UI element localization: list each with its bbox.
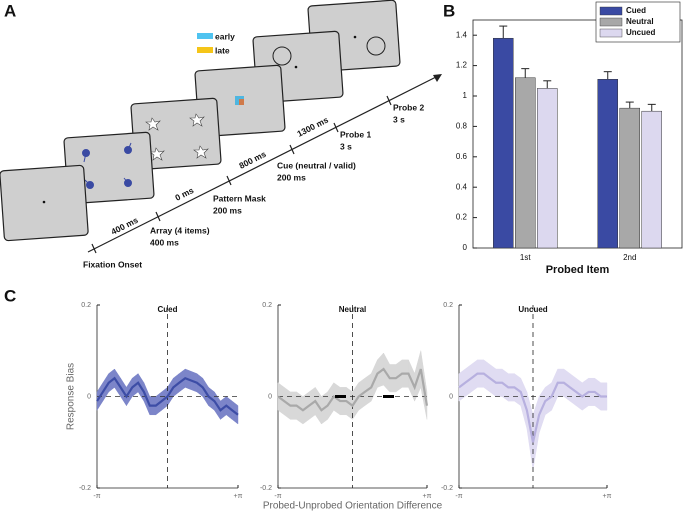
legend-label: early bbox=[215, 31, 235, 41]
panel-label: B bbox=[443, 1, 455, 20]
probe-icon bbox=[272, 46, 292, 66]
event-label: 200 ms bbox=[277, 172, 306, 182]
x-tick-label: +π bbox=[234, 493, 243, 500]
array-items bbox=[82, 142, 132, 189]
chart-title: Neutral bbox=[339, 305, 367, 314]
legend-swatch bbox=[599, 28, 623, 38]
event-label: 400 ms bbox=[150, 237, 179, 247]
line bbox=[277, 367, 429, 412]
cue-icon bbox=[239, 99, 244, 105]
panel-label: C bbox=[4, 286, 16, 305]
event-label: Cue (neutral / valid) bbox=[277, 160, 356, 170]
bar bbox=[641, 110, 662, 249]
y-tick-label: 0 bbox=[268, 393, 272, 400]
legend-swatch bbox=[599, 6, 623, 16]
event-label: Pattern Mask bbox=[213, 193, 266, 203]
y-tick-label: 0 bbox=[449, 393, 453, 400]
y-tick-label: 0.2 bbox=[262, 302, 272, 309]
legend-swatch bbox=[599, 17, 623, 27]
y-tick-label: 0 bbox=[87, 393, 91, 400]
y-tick-label: 0.8 bbox=[456, 122, 468, 131]
event-label: 3 s bbox=[393, 114, 405, 124]
event-label: Fixation Onset bbox=[83, 259, 142, 269]
event-label: Probe 1 bbox=[340, 129, 371, 139]
y-tick-label: 1 bbox=[463, 91, 468, 100]
y-tick-label: 0.2 bbox=[443, 302, 453, 309]
x-tick-label: +π bbox=[603, 493, 612, 500]
x-tick-label: 2nd bbox=[623, 253, 636, 262]
event-label: Probe 2 bbox=[393, 102, 424, 112]
bar bbox=[515, 77, 536, 249]
y-tick-label: -0.2 bbox=[441, 485, 453, 492]
y-tick-label: 0.6 bbox=[456, 152, 468, 161]
x-axis-label: Probed Item bbox=[546, 264, 610, 276]
timeline bbox=[87, 76, 437, 253]
bar bbox=[493, 37, 514, 249]
bar bbox=[619, 107, 640, 249]
y-tick-label: 0.2 bbox=[456, 213, 468, 222]
event-label: 3 s bbox=[340, 141, 352, 151]
legend-label: Uncued bbox=[626, 28, 655, 37]
y-tick-label: -0.2 bbox=[260, 485, 272, 492]
event-label: Array (4 items) bbox=[150, 225, 210, 235]
line bbox=[96, 376, 239, 416]
event-label: 200 ms bbox=[213, 205, 242, 215]
timeline-arrow bbox=[433, 74, 442, 82]
fixation-dot bbox=[353, 35, 357, 39]
y-tick-label: 1.4 bbox=[456, 30, 468, 39]
x-tick-label: -π bbox=[455, 493, 462, 500]
y-tick-label: 0.2 bbox=[81, 302, 91, 309]
x-tick-label: -π bbox=[93, 493, 100, 500]
legend-label: Neutral bbox=[626, 17, 654, 26]
chart-title: Cued bbox=[158, 305, 178, 314]
x-axis-label: Probed-Unprobed Orientation Difference bbox=[263, 501, 443, 511]
y-tick-label: 0 bbox=[463, 243, 468, 252]
interval-label: 1300 ms bbox=[295, 115, 330, 139]
trial-diagram: early late 400 ms 0 ms 800 ms 1300 ms Fi… bbox=[0, 0, 442, 269]
fixation-dot bbox=[294, 65, 298, 69]
x-tick-label: -π bbox=[274, 493, 281, 500]
bar bbox=[537, 88, 558, 249]
chart-title: Uncued bbox=[518, 305, 547, 314]
probe-icon bbox=[366, 36, 386, 56]
mask-stars bbox=[145, 113, 209, 161]
y-tick-label: -0.2 bbox=[79, 485, 91, 492]
legend-label: late bbox=[215, 45, 230, 55]
fixation-dot bbox=[42, 200, 46, 204]
bar bbox=[597, 79, 618, 249]
y-tick-label: 0.4 bbox=[456, 182, 468, 191]
x-tick-label: 1st bbox=[520, 253, 531, 262]
x-tick-label: +π bbox=[423, 493, 432, 500]
y-tick-label: 1.2 bbox=[456, 61, 468, 70]
interval-label: 800 ms bbox=[237, 149, 267, 171]
plot-frame bbox=[472, 19, 683, 249]
line bbox=[458, 372, 607, 443]
legend-label: Cued bbox=[626, 6, 646, 15]
legend-swatch bbox=[197, 33, 213, 39]
legend-swatch bbox=[197, 47, 213, 53]
panel-label: A bbox=[4, 1, 16, 20]
y-axis-label: Response Bias bbox=[66, 363, 77, 430]
timeline-ticks bbox=[91, 95, 392, 254]
